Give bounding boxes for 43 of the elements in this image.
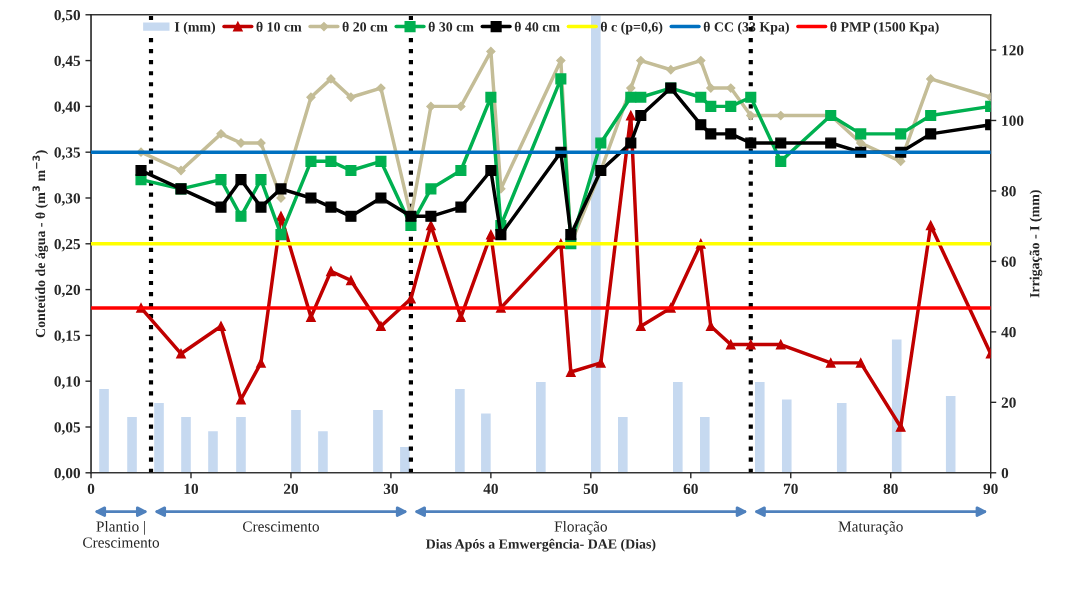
y2-tick-label: 120 <box>1002 45 1024 56</box>
legend-label: θ 10 cm <box>256 21 302 32</box>
y2-tick-label: 20 <box>1001 397 1016 408</box>
text: Floração <box>554 520 607 535</box>
y-tick-label: 0,05 <box>54 422 81 435</box>
y2-tick-label: 40 <box>1001 327 1016 338</box>
y2-tick-label: 0 <box>1001 467 1009 479</box>
x-tick-label: 80 <box>883 483 898 494</box>
y-tick-label: 0,15 <box>54 330 81 344</box>
text: Maturação <box>838 521 903 535</box>
x-tick-label: 90 <box>983 483 998 494</box>
y-tick-label: 0,20 <box>54 284 81 298</box>
x-tick-label: 0 <box>87 483 95 494</box>
x-tick-label: 40 <box>483 483 498 494</box>
x-tick-label: 20 <box>283 483 299 494</box>
y-tick-label: 0,40 <box>54 101 81 115</box>
text: Crescimento <box>242 521 319 532</box>
y-axis-title: Conteúdo de água - θ (m$^{3}$ m$^{−3}$) <box>32 150 49 338</box>
y2-tick-label: 60 <box>1001 256 1016 267</box>
legend-label: I (mm) <box>174 21 216 35</box>
x-tick-label: 70 <box>783 483 798 494</box>
x-tick-label: 60 <box>683 483 698 494</box>
x-axis-title: Dias Após a Emwergência- DAE (Dias) <box>425 538 656 552</box>
y-tick-label: 0,25 <box>54 238 81 252</box>
legend-label: θ CC (33 Kpa) <box>703 21 789 35</box>
y2-tick-label: 80 <box>1001 186 1016 197</box>
legend-label: θ PMP (1500 Kpa) <box>830 21 939 35</box>
legend-label: θ 20 cm <box>342 21 388 32</box>
x-tick-label: 30 <box>383 483 398 494</box>
y2-tick-label: 100 <box>1002 115 1024 126</box>
legend-label: θ 40 cm <box>514 21 560 32</box>
y-tick-label: 0,50 <box>54 9 81 23</box>
x-tick-label: 10 <box>184 483 199 494</box>
y-tick-label: 0,00 <box>54 467 81 481</box>
y-tick-label: 0,35 <box>54 147 81 160</box>
x-tick-label: 50 <box>583 483 598 494</box>
y-tick-label: 0,30 <box>54 193 81 206</box>
y2-axis-title: Irrigação - I (mm) <box>1029 190 1043 298</box>
y-tick-label: 0,45 <box>54 55 81 69</box>
legend-label: θ 30 cm <box>428 21 474 32</box>
legend-label: θ c (p=0,6) <box>600 21 663 35</box>
y-tick-label: 0,10 <box>54 376 81 389</box>
text: Plantio | Crescimento <box>83 520 160 548</box>
